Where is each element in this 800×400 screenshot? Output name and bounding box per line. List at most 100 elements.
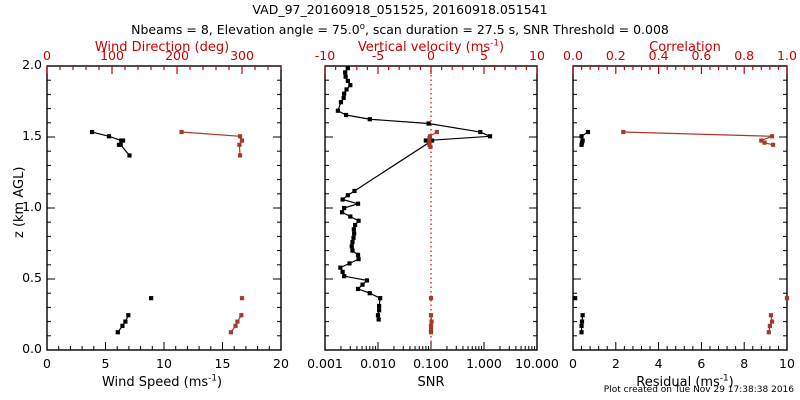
panel3-bottom-tick-label-4: 8 (740, 356, 749, 371)
data-point (342, 205, 347, 211)
data-point (427, 142, 432, 147)
panel2-bottom-tick-label-2: 0.100 (413, 356, 449, 371)
series-line-0 (337, 67, 491, 320)
panel3-bottom-axis-title: Residual (ms-1) (570, 374, 800, 389)
panel2-top-tick-label-1: -5 (371, 48, 385, 63)
panel2-top-tick-label-4: 10 (529, 48, 545, 63)
data-point (579, 140, 585, 145)
panel3-top-tick-label-3: 0.6 (691, 48, 712, 63)
panel1-bottom-axis-suffix: ) (216, 375, 223, 390)
data-point (348, 214, 353, 219)
data-point (89, 129, 95, 135)
data-point (352, 188, 357, 194)
data-point (345, 78, 350, 84)
data-point (621, 129, 626, 135)
data-point (120, 138, 126, 143)
data-point (237, 142, 242, 147)
data-point (378, 296, 383, 301)
panel3-bottom-tick-label-0: 0 (569, 356, 577, 371)
data-point (343, 74, 348, 79)
panel2-bottom-tick-label-1: 0.010 (360, 356, 396, 371)
panel3-top-tick-label-4: 0.8 (734, 48, 755, 63)
data-point (427, 138, 432, 143)
series-line-4 (230, 314, 242, 333)
data-point (239, 296, 245, 301)
panel2-bottom-tick-label-0: 0.001 (307, 356, 343, 371)
panel-frame (572, 65, 788, 351)
data-point (377, 308, 382, 313)
data-point (430, 138, 435, 143)
y-tick-label-1: 0.5 (22, 270, 42, 285)
data-point (580, 313, 585, 318)
data-point (487, 134, 493, 139)
series-line-3 (623, 131, 774, 146)
panel1-top-tick-label-0: 0 (43, 48, 51, 63)
panel1-top-tick-label-2: 200 (165, 48, 189, 63)
data-point (235, 319, 240, 324)
data-point (428, 323, 434, 328)
data-point (342, 91, 347, 96)
panel3-bottom-tick-label-5: 10 (779, 356, 795, 371)
panel-3 (572, 65, 790, 351)
panel-frame (324, 65, 538, 351)
panel1-bottom-axis-prefix: Wind Speed (ms (101, 375, 209, 390)
data-point (377, 303, 382, 309)
data-point (434, 129, 439, 135)
panel2-bottom-axis-title: SNR (417, 375, 445, 390)
panel2-top-axis-suffix: ) (498, 40, 505, 55)
figure-title: VAD_97_20160918_051525, 20160918.051541 (252, 2, 548, 17)
data-point (770, 142, 776, 147)
data-point (428, 144, 433, 150)
panel1-bottom-tick-label-4: 20 (273, 356, 289, 371)
data-point (338, 100, 344, 105)
data-point (353, 222, 358, 228)
data-point (429, 319, 434, 324)
data-point (339, 210, 345, 215)
panel1-top-axis-title: Wind Direction (deg) (94, 40, 230, 55)
data-point (427, 134, 433, 139)
data-point (342, 274, 347, 279)
data-point (579, 330, 584, 335)
panel2-bottom-tick-label-3: 1.000 (466, 356, 502, 371)
data-point (428, 328, 434, 333)
data-point (351, 227, 356, 232)
data-point (115, 330, 120, 335)
data-point (351, 235, 356, 240)
panel3-top-tick-label-0: 0.0 (563, 48, 583, 63)
data-point (341, 95, 346, 101)
data-point (355, 252, 361, 257)
data-point (579, 319, 585, 324)
data-point (350, 248, 355, 253)
subtitle-first: Nbeams = 8, Elevation angle = 75.0 (131, 22, 360, 37)
panel3-bottom-tick-label-3: 6 (697, 356, 706, 371)
data-point (347, 261, 352, 266)
data-point (179, 129, 184, 135)
data-point (348, 83, 353, 88)
data-point (768, 313, 774, 318)
data-point (343, 70, 348, 75)
subtitle-rest: , scan duration = 27.5 s, SNR Threshold … (364, 22, 669, 37)
panel3-top-tick-label-2: 0.4 (648, 48, 669, 63)
plot-created-timestamp: Plot created on Tue Nov 29 17:38:38 2016 (603, 385, 794, 395)
data-point (364, 278, 370, 283)
data-point (767, 323, 772, 328)
data-point (344, 87, 349, 92)
data-point (352, 231, 357, 236)
data-point (759, 138, 764, 143)
data-point (237, 153, 243, 158)
data-point (428, 330, 434, 335)
data-point (579, 323, 584, 328)
series-line-2 (580, 315, 584, 333)
data-point (762, 140, 767, 145)
y-tick-label-3: 1.5 (22, 128, 42, 143)
y-tick-label-4: 2.0 (22, 57, 42, 72)
figure-subtitle: Nbeams = 8, Elevation angle = 75.0o, sca… (0, 22, 800, 37)
data-point (784, 296, 790, 301)
data-point (237, 134, 243, 139)
panel2-top-axis-exponent: -1 (490, 38, 499, 49)
panel2-top-axis-prefix: Vertical velocity (ms (357, 40, 491, 55)
data-point (769, 134, 775, 139)
panel1-bottom-tick-label-1: 5 (101, 356, 110, 371)
panel1-bottom-tick-label-2: 10 (156, 356, 172, 371)
